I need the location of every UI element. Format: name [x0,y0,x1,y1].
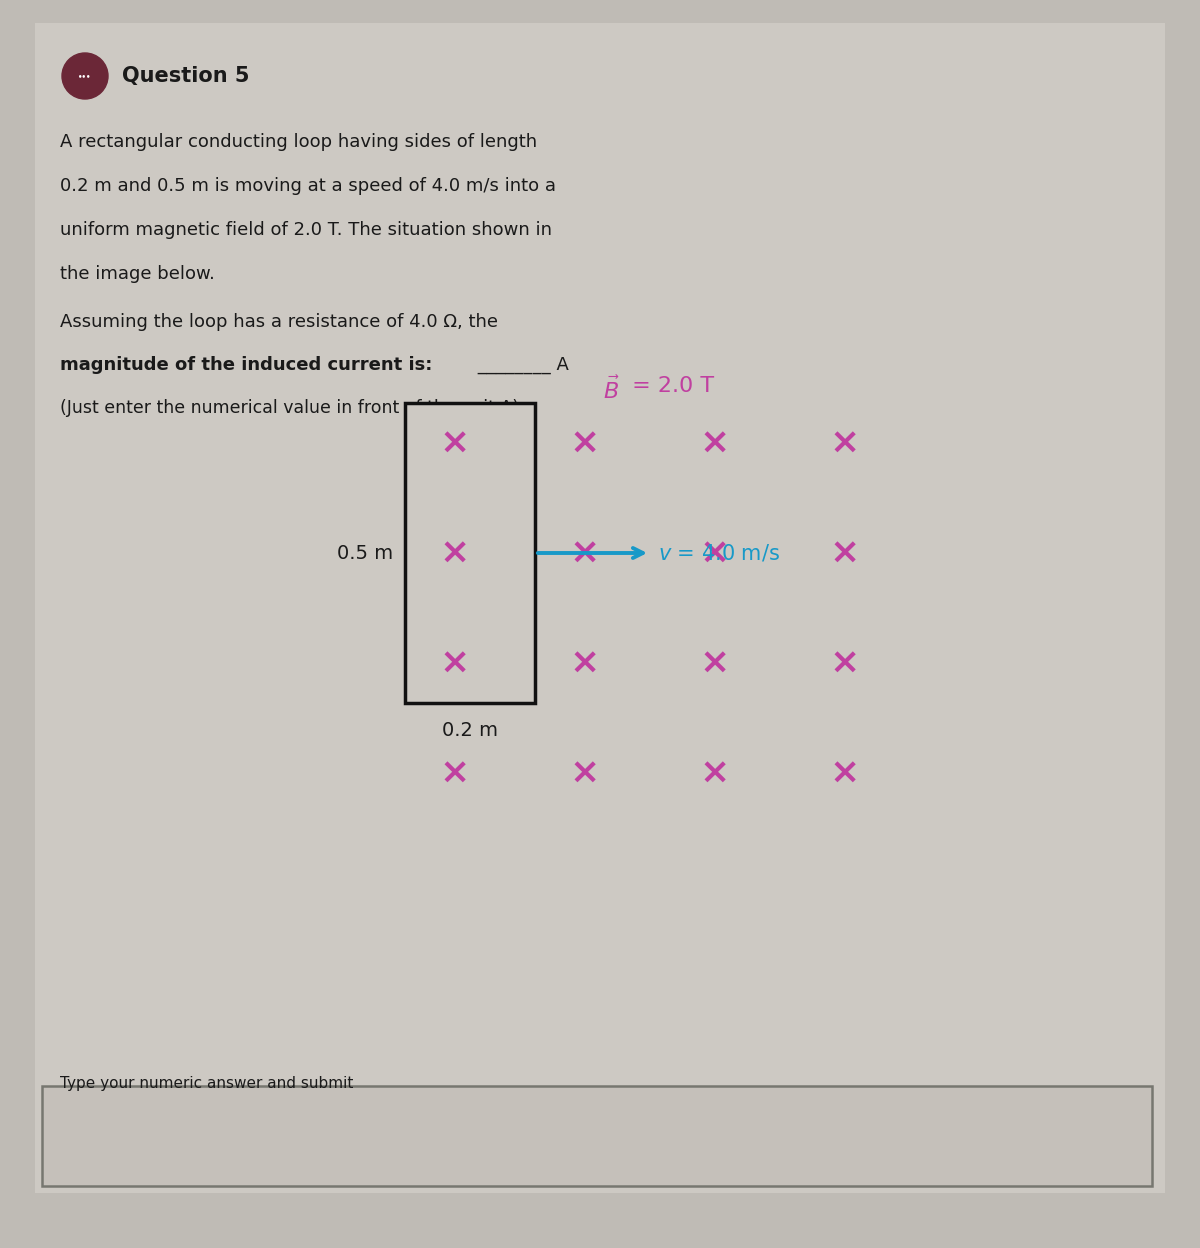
Text: Question 5: Question 5 [122,66,250,86]
Text: ×: × [440,646,470,680]
Text: ×: × [830,426,860,461]
Circle shape [62,52,108,99]
Bar [406,403,535,703]
Text: ×: × [570,426,600,461]
Text: ×: × [830,756,860,790]
Text: $\vec{B}$: $\vec{B}$ [604,376,620,403]
Text: Type your numeric answer and submit: Type your numeric answer and submit [60,1076,353,1091]
Text: the image below.: the image below. [60,265,215,283]
Text: (Just enter the numerical value in front of the unit A): (Just enter the numerical value in front… [60,399,520,417]
Text: ×: × [830,535,860,570]
Text: A rectangular conducting loop having sides of length: A rectangular conducting loop having sid… [60,134,538,151]
Text: uniform magnetic field of 2.0 T. The situation shown in: uniform magnetic field of 2.0 T. The sit… [60,221,552,240]
Text: ×: × [440,535,470,570]
Text: •••: ••• [78,72,91,79]
Text: $v$ = 4.0 m/s: $v$ = 4.0 m/s [658,543,780,564]
Text: ×: × [440,426,470,461]
Text: ×: × [570,535,600,570]
Text: ×: × [440,426,470,461]
Text: 0.5 m: 0.5 m [337,543,394,563]
Text: ×: × [700,756,730,790]
Text: ×: × [570,646,600,680]
Text: ×: × [440,646,470,680]
Bar [42,1086,1152,1186]
Text: 0.2 m: 0.2 m [442,721,498,740]
Text: ×: × [700,646,730,680]
Text: 0.2 m and 0.5 m is moving at a speed of 4.0 m/s into a: 0.2 m and 0.5 m is moving at a speed of … [60,177,556,195]
Text: ×: × [700,535,730,570]
Text: = 2.0 T: = 2.0 T [625,376,714,396]
Text: ×: × [440,535,470,570]
Text: ×: × [830,646,860,680]
Text: magnitude of the induced current is:: magnitude of the induced current is: [60,356,432,374]
Text: ________ A: ________ A [472,356,569,374]
Text: Assuming the loop has a resistance of 4.0 Ω, the: Assuming the loop has a resistance of 4.… [60,313,498,331]
FancyBboxPatch shape [35,22,1165,1193]
Text: ×: × [700,426,730,461]
Text: ×: × [570,756,600,790]
Text: ×: × [440,756,470,790]
